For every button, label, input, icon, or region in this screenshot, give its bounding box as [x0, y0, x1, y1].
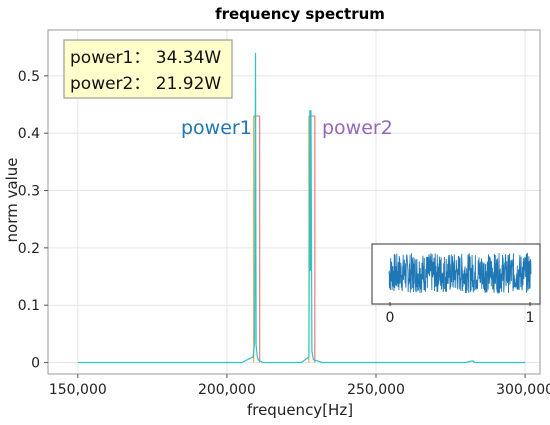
spectrum-line: [77, 52, 526, 364]
x-ticks: 150,000 200,000 250,000 300,000: [49, 374, 550, 398]
inset-signal: [388, 252, 532, 295]
x-tick-label: 250,000: [347, 382, 405, 398]
inset-tick-label-0: 0: [386, 310, 395, 326]
spectrum-series: [77, 52, 526, 364]
y-tick-label: 0.3: [18, 184, 40, 200]
x-tick-label: 150,000: [49, 382, 107, 398]
power2-readout: power2： 21.92W: [70, 74, 221, 94]
power1-label: power1: [181, 117, 252, 139]
inset-chart: 0 1: [371, 243, 541, 326]
power-box: power1： 34.34W power2： 21.92W: [63, 39, 233, 99]
inset-tick-label-1: 1: [526, 310, 535, 326]
y-tick-label: 0.1: [18, 298, 40, 314]
y-tick-label: 0.4: [18, 126, 40, 142]
y-tick-label: 0.5: [18, 69, 40, 85]
plot-frame: [47, 29, 541, 375]
power1-readout: power1： 34.34W: [70, 48, 221, 68]
y-tick-label: 0: [31, 356, 40, 372]
y-tick-label: 0.2: [18, 241, 40, 257]
power-box-bg: [63, 39, 233, 99]
y-ticks: 0 0.1 0.2 0.3 0.4 0.5: [18, 69, 48, 372]
x-tick-label: 300,000: [496, 382, 550, 398]
y-axis-title: norm value: [3, 158, 21, 243]
power-bands: [253, 115, 316, 363]
inset-signal-line: [388, 252, 532, 295]
x-axis-title: frequency[Hz]: [247, 401, 353, 419]
x-tick-label: 200,000: [198, 382, 256, 398]
chart-title: frequency spectrum: [215, 5, 385, 23]
power2-label: power2: [322, 117, 393, 139]
